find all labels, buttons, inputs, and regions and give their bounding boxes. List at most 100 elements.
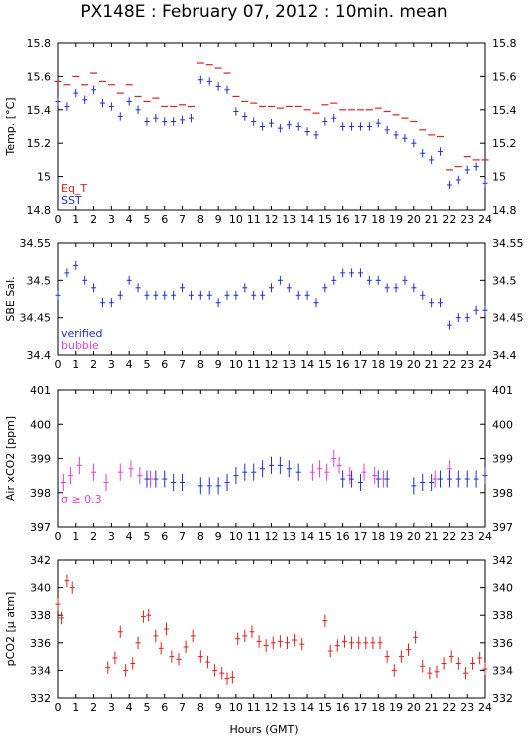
x-tick-label: 20: [407, 213, 421, 226]
y-tick-label-left: 401: [30, 384, 51, 397]
x-tick-label: 18: [371, 358, 385, 371]
x-tick-label: 22: [442, 701, 456, 714]
x-tick-label: 10: [229, 213, 243, 226]
x-tick-label: 6: [161, 213, 168, 226]
x-tick-label: 16: [336, 701, 350, 714]
x-tick-label: 13: [282, 358, 296, 371]
y-tick-label-left: 34.4: [27, 349, 52, 362]
x-tick-label: 24: [478, 213, 492, 226]
x-tick-label: 8: [197, 358, 204, 371]
y-tick-label-right: 398: [492, 487, 513, 500]
legend-entry: bubble: [61, 339, 99, 352]
x-tick-label: 24: [478, 701, 492, 714]
salinity-panel: 0 1 2 3 4 5 6 7 8 9 10 11 12 13 14 15 16 17 18 19 20 21 22 23 24…: [4, 237, 524, 371]
y-tick-label-left: 340: [30, 582, 51, 595]
x-tick-label: 15: [318, 358, 332, 371]
y-tick-label-left: 336: [30, 637, 51, 650]
x-tick-label: 0: [55, 358, 62, 371]
x-tick-label: 15: [318, 213, 332, 226]
x-tick-label: 11: [247, 213, 261, 226]
x-tick-label: 10: [229, 358, 243, 371]
x-tick-label: 16: [336, 213, 350, 226]
x-tick-label: 24: [478, 358, 492, 371]
x-tick-label: 10: [229, 530, 243, 543]
y-tick-label-left: 397: [30, 521, 51, 534]
x-axis-title: Hours (GMT): [229, 723, 298, 736]
x-tick-label: 7: [179, 358, 186, 371]
series-0: [55, 260, 488, 330]
x-tick-label: 3: [108, 530, 115, 543]
x-tick-label: 19: [389, 213, 403, 226]
x-tick-label: 5: [143, 358, 150, 371]
y-axis-title: pCO2 [μ atm]: [4, 592, 17, 667]
x-tick-label: 7: [179, 701, 186, 714]
x-tick-label: 2: [90, 213, 97, 226]
y-tick-label-right: 15.6: [492, 70, 517, 83]
pco2-panel: 0 1 2 3 4 5 6 7 8 9 10 11 12 13 14 15 16 17 18 19 20 21 22 23 24…: [4, 554, 513, 714]
y-tick-label-right: 14.8: [492, 204, 517, 217]
temperature-panel: 0 1 2 3 4 5 6 7 8 9 10 11 12 13 14 15 16 17 18 19 20 21 22 23 24…: [4, 37, 517, 226]
y-tick-label-right: 397: [492, 521, 513, 534]
y-tick-label-left: 34.45: [20, 312, 52, 325]
x-tick-label: 12: [265, 530, 279, 543]
x-tick-label: 4: [126, 530, 133, 543]
x-tick-label: 12: [265, 358, 279, 371]
x-tick-label: 6: [161, 530, 168, 543]
x-tick-label: 22: [442, 530, 456, 543]
x-tick-label: 5: [143, 530, 150, 543]
x-tick-label: 23: [460, 358, 474, 371]
x-tick-label: 17: [353, 701, 367, 714]
x-tick-label: 22: [442, 358, 456, 371]
x-tick-label: 9: [215, 530, 222, 543]
y-axis-title: Air xCO2 [ppm]: [4, 416, 17, 501]
x-tick-label: 3: [108, 358, 115, 371]
y-tick-label-right: 34.5: [492, 274, 517, 287]
plot-frame: [57, 242, 486, 356]
y-tick-label-right: 15.2: [492, 137, 517, 150]
x-tick-label: 20: [407, 530, 421, 543]
y-tick-label-right: 334: [492, 664, 513, 677]
x-tick-label: 0: [55, 530, 62, 543]
x-tick-label: 18: [371, 213, 385, 226]
x-tick-label: 1: [72, 213, 79, 226]
series-0: [55, 574, 488, 685]
x-tick-label: 13: [282, 701, 296, 714]
series-1: [144, 456, 488, 495]
y-tick-label-right: 336: [492, 637, 513, 650]
x-tick-label: 12: [265, 701, 279, 714]
y-axis-title: SBE Sal.: [4, 276, 17, 321]
y-tick-label-right: 34.45: [492, 312, 524, 325]
y-tick-label-left: 15.4: [27, 104, 52, 117]
y-axis-title: Temp. [°C]: [4, 97, 17, 156]
x-tick-label: 11: [247, 530, 261, 543]
y-tick-label-right: 340: [492, 582, 513, 595]
x-tick-label: 5: [143, 701, 150, 714]
x-tick-label: 3: [108, 213, 115, 226]
y-tick-label-right: 342: [492, 554, 513, 567]
y-tick-label-left: 398: [30, 487, 51, 500]
y-tick-label-right: 400: [492, 418, 513, 431]
air-xco2-panel: 0 1 2 3 4 5 6 7 8 9 10 11 12 13 14 15 16 17 18 19 20 21 22 23 24…: [4, 384, 513, 543]
x-tick-label: 21: [425, 530, 439, 543]
y-tick-label-left: 15.2: [27, 137, 52, 150]
y-tick-label-left: 15: [37, 171, 51, 184]
x-tick-label: 6: [161, 358, 168, 371]
x-tick-label: 4: [126, 213, 133, 226]
x-tick-label: 21: [425, 701, 439, 714]
x-tick-label: 10: [229, 701, 243, 714]
x-tick-label: 3: [108, 701, 115, 714]
x-tick-label: 23: [460, 213, 474, 226]
x-tick-label: 14: [300, 358, 314, 371]
x-tick-label: 5: [143, 213, 150, 226]
y-tick-label-left: 14.8: [27, 204, 52, 217]
x-tick-label: 18: [371, 701, 385, 714]
x-tick-label: 13: [282, 530, 296, 543]
plot-frame: [57, 559, 486, 699]
x-tick-label: 17: [353, 530, 367, 543]
x-tick-label: 21: [425, 213, 439, 226]
y-tick-label-right: 399: [492, 453, 513, 466]
y-tick-label-left: 400: [30, 418, 51, 431]
x-tick-label: 6: [161, 701, 168, 714]
x-tick-label: 14: [300, 701, 314, 714]
